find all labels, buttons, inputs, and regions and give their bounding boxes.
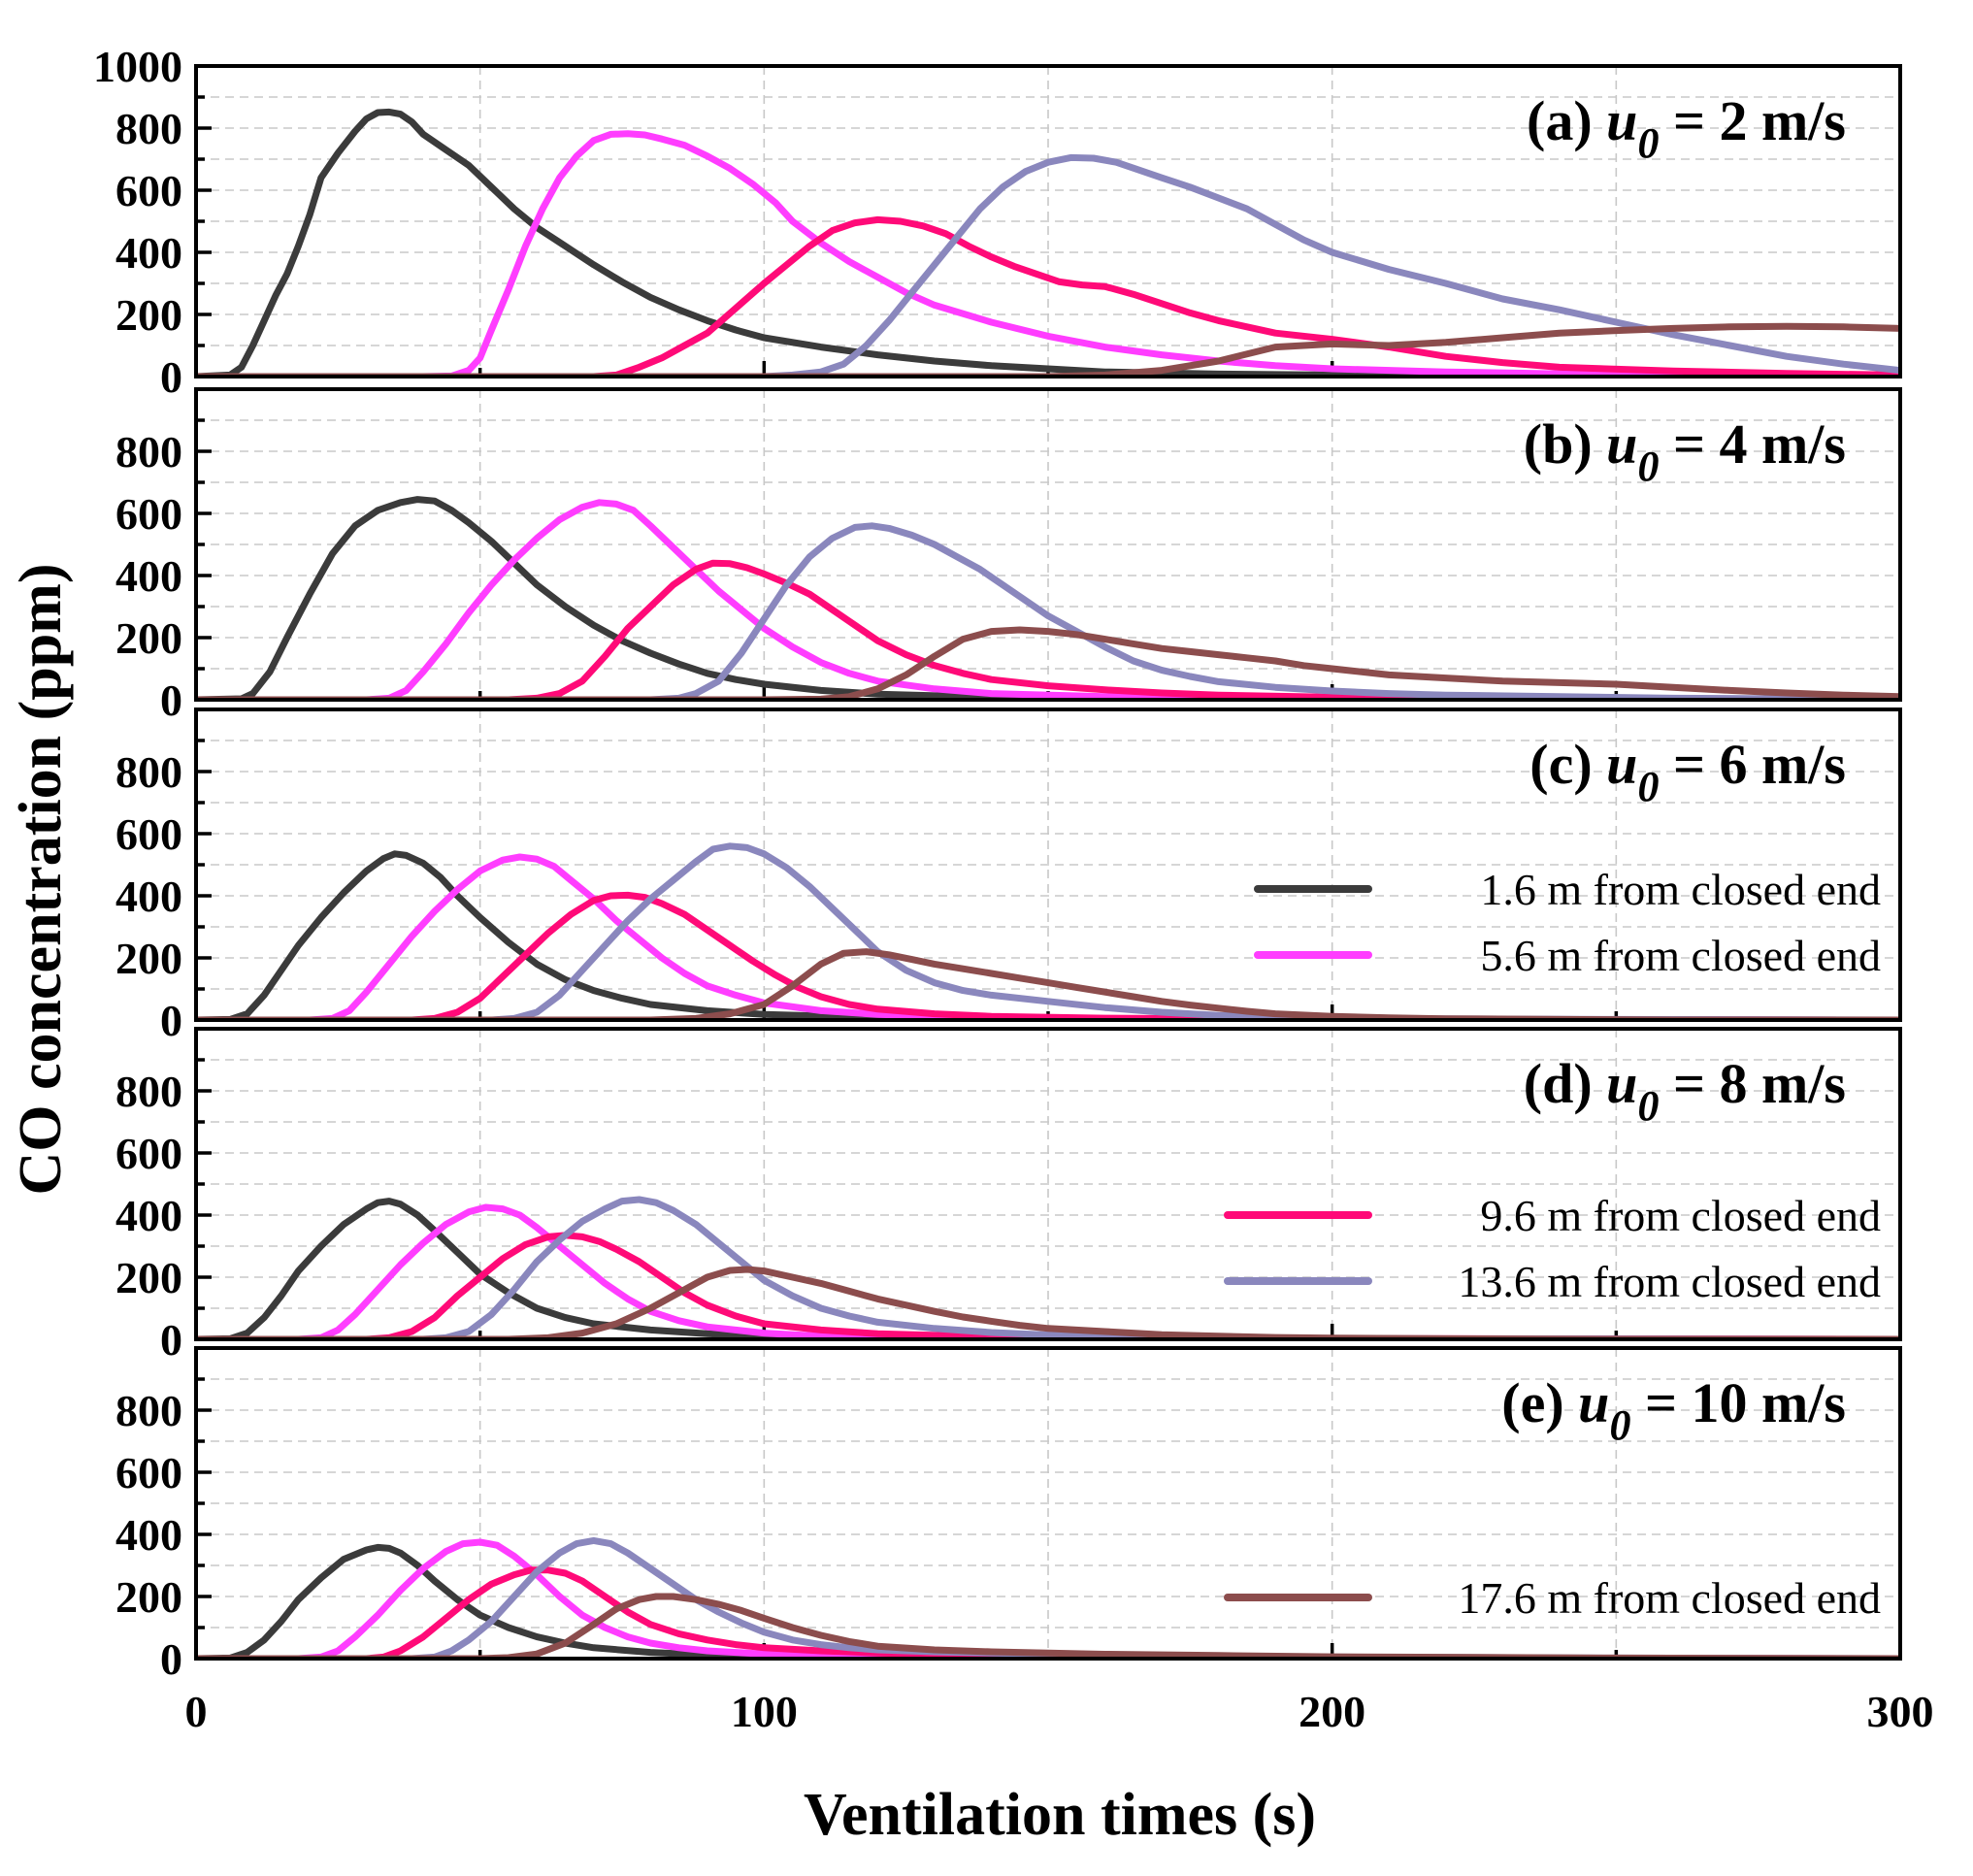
panel-label: (a) u0 = 2 m/s (1527, 89, 1846, 167)
series-line-17-6-m-from-closed-end (196, 322, 1900, 377)
legend-label: 17.6 m from closed end (1458, 1573, 1881, 1623)
y-tick-label: 800 (115, 104, 182, 153)
series-line-17-6-m-from-closed-end (196, 1593, 1900, 1659)
series-group (196, 842, 1900, 1020)
panel-label: (c) u0 = 6 m/s (1529, 733, 1846, 810)
series-group (196, 1536, 1900, 1659)
y-tick-label: 400 (115, 551, 182, 601)
series-line-13-6-m-from-closed-end (196, 1196, 1900, 1339)
x-tick-label: 0 (185, 1687, 208, 1736)
panel-d: 0 200 400 600 800 (d) u0 = 8 m/s (115, 1027, 1902, 1365)
legend-label: 13.6 m from closed end (1458, 1257, 1881, 1306)
series-line-5-6-m-from-closed-end (196, 130, 1900, 377)
series-line-13-6-m-from-closed-end (196, 842, 1900, 1020)
x-tick-label: 100 (731, 1687, 798, 1736)
y-tick-label: 400 (115, 1191, 182, 1240)
y-tick-label: 200 (115, 1253, 182, 1302)
panel-c: 0 200 400 600 800 (c) u0 = 6 m/s (115, 708, 1902, 1045)
series-line-13-6-m-from-closed-end (196, 522, 1900, 700)
series-line-1-6-m-from-closed-end (196, 1198, 1900, 1339)
series-group (196, 108, 1900, 377)
series-line-5-6-m-from-closed-end (196, 1538, 1900, 1659)
y-tick-label: 600 (115, 1129, 182, 1178)
panel-label: (b) u0 = 4 m/s (1524, 412, 1846, 490)
x-tick-label: 300 (1867, 1687, 1934, 1736)
y-tick-label: 800 (115, 1386, 182, 1435)
panel-frame (194, 1346, 1902, 1661)
series-line-5-6-m-from-closed-end (196, 1203, 1900, 1339)
y-tick-label: 200 (115, 613, 182, 663)
y-tick-label: 1000 (93, 42, 182, 91)
series-line-1-6-m-from-closed-end (196, 108, 1900, 377)
panels: 0 200 400 600 800 1000 (a) u0 = 2 m/s 0 200 400 60… (93, 42, 1902, 1684)
series-line-9-6-m-from-closed-end (196, 1566, 1900, 1659)
y-tick-label: 0 (160, 352, 182, 402)
legend-item-17-6-m-from-closed-end: 17.6 m from closed end (1224, 1573, 1881, 1623)
panel-frame (194, 387, 1902, 702)
series-group (196, 496, 1900, 700)
legend-label: 5.6 m from closed end (1480, 931, 1881, 980)
panel-frame (194, 708, 1902, 1022)
y-tick-label: 400 (115, 872, 182, 921)
series-line-17-6-m-from-closed-end (196, 1266, 1900, 1339)
legend: 1.6 m from closed end 5.6 m from closed e… (1254, 865, 1881, 980)
panel-frame (194, 1027, 1902, 1341)
y-tick-label: 600 (115, 809, 182, 859)
y-tick-label: 600 (115, 166, 182, 215)
y-tick-label: 200 (115, 290, 182, 340)
series-line-13-6-m-from-closed-end (196, 153, 1900, 377)
y-tick-label: 600 (115, 489, 182, 539)
y-tick-label: 200 (115, 934, 182, 983)
legend-item-5-6-m-from-closed-end: 5.6 m from closed end (1254, 931, 1881, 980)
x-axis-title: Ventilation times (s) (804, 1782, 1316, 1848)
panel-frame (194, 64, 1902, 378)
y-tick-label: 600 (115, 1448, 182, 1498)
series-line-9-6-m-from-closed-end (196, 1232, 1900, 1339)
y-tick-label: 800 (115, 747, 182, 797)
y-axis-title: CO concentration (ppm) (8, 564, 74, 1196)
y-tick-label: 0 (160, 675, 182, 725)
legend-item-13-6-m-from-closed-end: 13.6 m from closed end (1224, 1257, 1881, 1306)
panel-e: 0 200 400 600 800 (e) u0 = 10 m/s (115, 1346, 1902, 1684)
series-line-9-6-m-from-closed-end (196, 891, 1900, 1020)
series-group (196, 1196, 1900, 1339)
series-line-17-6-m-from-closed-end (196, 948, 1900, 1020)
x-axis: 0 100 200 300 (185, 1687, 1934, 1736)
series-line-9-6-m-from-closed-end (196, 559, 1900, 700)
legend: 17.6 m from closed end (1224, 1573, 1881, 1623)
y-tick-label: 0 (160, 996, 182, 1045)
y-tick-label: 800 (115, 427, 182, 477)
panel-label: (d) u0 = 8 m/s (1524, 1052, 1846, 1130)
y-tick-label: 400 (115, 1510, 182, 1560)
panel-b: 0 200 400 600 800 (b) u0 = 4 m/s (115, 387, 1902, 725)
legend-item-9-6-m-from-closed-end: 9.6 m from closed end (1224, 1191, 1881, 1240)
x-tick-label: 200 (1299, 1687, 1365, 1736)
series-line-5-6-m-from-closed-end (196, 853, 1900, 1020)
legend-label: 1.6 m from closed end (1480, 865, 1881, 914)
y-tick-label: 800 (115, 1067, 182, 1116)
panel-a: 0 200 400 600 800 1000 (a) u0 = 2 m/s (93, 42, 1902, 402)
y-tick-label: 400 (115, 228, 182, 278)
legend: 9.6 m from closed end 13.6 m from closed … (1224, 1191, 1881, 1306)
y-tick-label: 0 (160, 1634, 182, 1684)
series-line-17-6-m-from-closed-end (196, 626, 1900, 700)
legend-label: 9.6 m from closed end (1480, 1191, 1881, 1240)
y-tick-label: 0 (160, 1315, 182, 1365)
y-tick-label: 200 (115, 1572, 182, 1622)
series-line-1-6-m-from-closed-end (196, 1543, 1900, 1659)
panel-label: (e) u0 = 10 m/s (1501, 1371, 1846, 1449)
legend-item-1-6-m-from-closed-end: 1.6 m from closed end (1254, 865, 1881, 914)
